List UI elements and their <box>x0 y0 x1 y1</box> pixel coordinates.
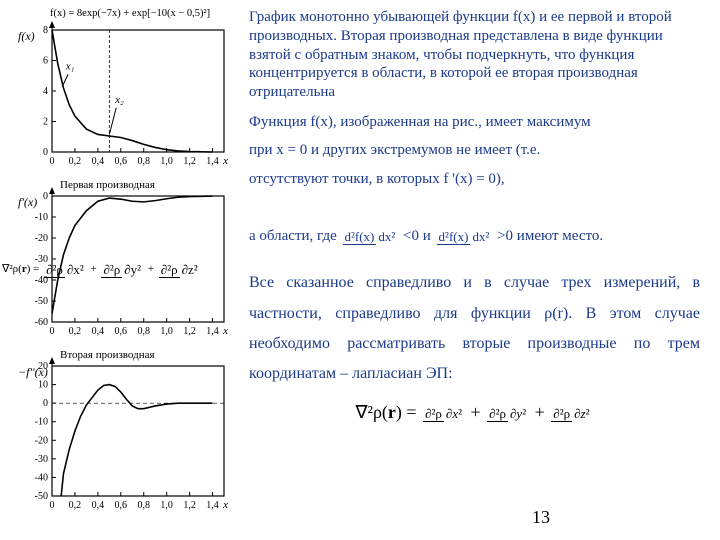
svg-text:-10: -10 <box>35 212 48 223</box>
paragraph-2: Все сказанное справедливо и в случае тре… <box>249 268 700 390</box>
svg-text:0: 0 <box>50 156 55 167</box>
chart-panel-fx: 0 0,2 0,4 0,6 0,8 1,0 1,2 1,4x 0 2 4 6 8 f(x) f(x) = 8… <box>6 6 236 174</box>
d2f-dx2-frac-1: d²f(x)dx² <box>343 230 398 243</box>
p1-line-d-pre: а области, где <box>249 228 341 244</box>
p1-line-d-post: >0 имеют место. <box>497 228 603 244</box>
svg-text:-20: -20 <box>35 233 48 244</box>
svg-text:1,0: 1,0 <box>160 500 173 511</box>
svg-text:0: 0 <box>50 326 55 337</box>
p1-line-d-mid: <0 и <box>403 228 435 244</box>
svg-text:x: x <box>222 325 228 337</box>
p1-line-c: отсутствуют точки, в которых f '(x) = 0)… <box>249 171 505 187</box>
svg-text:1,2: 1,2 <box>183 500 196 511</box>
page-number: 13 <box>532 507 550 528</box>
figure-caption: График монотонно убывающей функции f(x) … <box>249 8 700 102</box>
svg-text:-60: -60 <box>35 317 48 328</box>
svg-text:0,6: 0,6 <box>115 156 128 167</box>
chart-panel-fprime: 00,20,40,60,81,01,21,4x0-10-20-30-40-50-… <box>6 176 236 344</box>
svg-text:0,6: 0,6 <box>115 500 128 511</box>
svg-text:0,4: 0,4 <box>92 326 105 337</box>
svg-text:f'(x): f'(x) <box>18 195 37 209</box>
svg-text:0: 0 <box>43 147 48 158</box>
svg-text:-30: -30 <box>35 454 48 465</box>
svg-text:1,4: 1,4 <box>206 500 219 511</box>
chart-panel-fpp: 00,20,40,60,81,01,21,4x20100-10-20-30-40… <box>6 346 236 518</box>
svg-text:-10: -10 <box>35 417 48 428</box>
svg-text:-50: -50 <box>35 296 48 307</box>
svg-text:Вторая производная: Вторая производная <box>60 349 155 361</box>
svg-text:0: 0 <box>43 191 48 202</box>
svg-text:0,8: 0,8 <box>137 156 150 167</box>
paragraph-1: Функция f(x), изображенная на рис., имее… <box>249 108 700 251</box>
svg-text:0,4: 0,4 <box>92 156 105 167</box>
svg-text:-50: -50 <box>35 491 48 502</box>
svg-text:8: 8 <box>43 25 48 36</box>
svg-text:x: x <box>222 499 228 511</box>
svg-text:-40: -40 <box>35 472 48 483</box>
d2f-dx2-frac-2: d²f(x)dx² <box>437 230 492 243</box>
laplacian-aside-overlay: ∇²ρ(r) = ∂²ρ∂x² + ∂²ρ∂y² + ∂²ρ∂z² <box>2 262 202 276</box>
svg-text:0,4: 0,4 <box>92 500 105 511</box>
svg-text:0,2: 0,2 <box>69 156 82 167</box>
svg-text:-20: -20 <box>35 435 48 446</box>
svg-text:0: 0 <box>43 398 48 409</box>
svg-text:−f''(x): −f''(x) <box>18 365 48 379</box>
svg-text:1,4: 1,4 <box>206 326 219 337</box>
svg-text:x₁: x₁ <box>65 61 75 73</box>
svg-text:1,2: 1,2 <box>183 156 196 167</box>
svg-text:0,8: 0,8 <box>137 326 150 337</box>
svg-text:6: 6 <box>43 56 48 67</box>
svg-text:0: 0 <box>50 500 55 511</box>
svg-text:1,2: 1,2 <box>183 326 196 337</box>
svg-text:1,0: 1,0 <box>160 156 173 167</box>
p1-line-a: Функция f(x), изображенная на рис., имее… <box>249 114 591 130</box>
svg-text:2: 2 <box>43 117 48 128</box>
svg-text:1,0: 1,0 <box>160 326 173 337</box>
svg-text:1,4: 1,4 <box>206 156 219 167</box>
svg-text:Первая производная: Первая производная <box>60 179 155 191</box>
p1-line-b: при x = 0 и других экстремумов не имеет … <box>249 142 540 158</box>
svg-text:0,2: 0,2 <box>69 326 82 337</box>
svg-text:10: 10 <box>38 380 48 391</box>
svg-text:0,6: 0,6 <box>115 326 128 337</box>
svg-text:f(x): f(x) <box>18 29 35 43</box>
svg-text:f(x) = 8exp(−7x) + exp[−10(x −: f(x) = 8exp(−7x) + exp[−10(x − 0,5)²] <box>50 8 210 19</box>
svg-text:x₂: x₂ <box>114 94 124 106</box>
svg-text:0,2: 0,2 <box>69 500 82 511</box>
svg-text:x: x <box>222 155 228 167</box>
svg-text:0,8: 0,8 <box>137 500 150 511</box>
svg-text:4: 4 <box>43 86 48 97</box>
laplacian-equation: ∇²ρ(r) = ∂²ρ∂x² + ∂²ρ∂y² + ∂²ρ∂z² <box>249 402 700 423</box>
